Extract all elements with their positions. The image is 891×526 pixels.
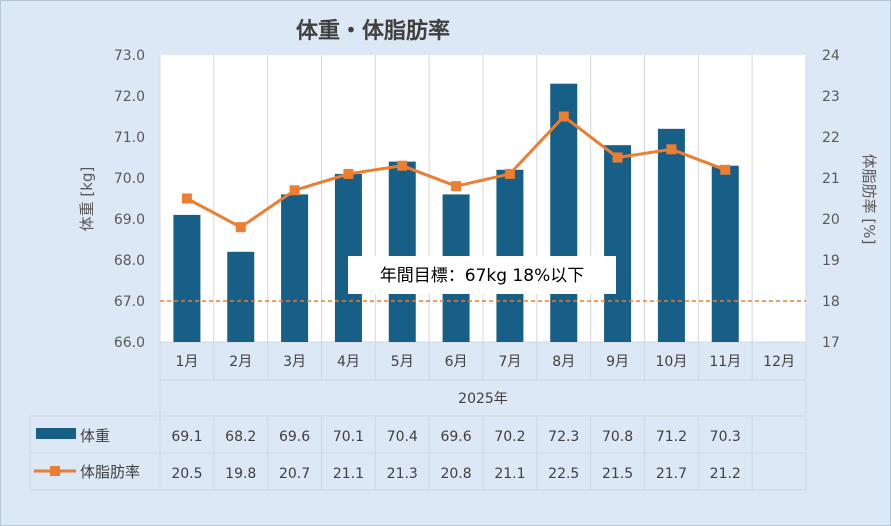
line-marker xyxy=(181,193,192,204)
y-tick-label: 71.0 xyxy=(114,130,145,146)
bar xyxy=(711,165,739,342)
y-tick-label: 67.0 xyxy=(114,294,145,310)
target-annotation-box xyxy=(348,256,616,294)
bar xyxy=(173,214,201,342)
table-value-weight: 70.1 xyxy=(333,429,364,445)
x-tick-label: 8月 xyxy=(552,354,575,370)
y-axis-title: 体重 [kg] xyxy=(78,167,96,232)
bar xyxy=(604,145,632,342)
x-tick-label: 11月 xyxy=(709,354,741,370)
line-marker xyxy=(397,160,408,171)
legend-key-bar xyxy=(36,428,76,439)
legend-label-bar: 体重 xyxy=(80,427,110,445)
y2-tick-label: 20 xyxy=(822,212,840,228)
table-value-fat: 20.7 xyxy=(279,466,310,482)
table-value-fat: 21.7 xyxy=(656,466,687,482)
y2-tick-label: 23 xyxy=(822,89,840,105)
x-tick-label: 7月 xyxy=(498,354,521,370)
table-value-weight: 68.2 xyxy=(225,429,256,445)
x-tick-label: 2月 xyxy=(229,354,252,370)
x-tick-label: 5月 xyxy=(391,354,414,370)
x-tick-label: 6月 xyxy=(445,354,468,370)
legend-label-line: 体脂肪率 xyxy=(80,463,140,481)
y2-tick-label: 21 xyxy=(822,171,840,187)
table-value-weight: 70.4 xyxy=(387,429,418,445)
table-value-weight: 70.2 xyxy=(494,429,525,445)
bar xyxy=(281,194,309,342)
y2-tick-label: 24 xyxy=(822,48,840,64)
line-marker xyxy=(451,181,462,192)
y-tick-label: 73.0 xyxy=(114,48,145,64)
table-value-weight: 69.6 xyxy=(440,429,471,445)
table-value-weight: 69.6 xyxy=(279,429,310,445)
chart-title: 体重・体脂肪率 xyxy=(296,18,450,44)
line-marker xyxy=(289,185,300,196)
table-value-fat: 21.1 xyxy=(494,466,525,482)
bar xyxy=(657,128,685,342)
x-group-label: 2025年 xyxy=(458,391,508,407)
target-annotation: 年間目標：67kg 18%以下 xyxy=(380,266,584,286)
y2-tick-label: 19 xyxy=(822,253,840,269)
line-marker xyxy=(235,222,246,233)
y2-tick-label: 22 xyxy=(822,130,840,146)
y-tick-label: 72.0 xyxy=(114,89,145,105)
line-marker xyxy=(612,152,623,163)
legend-key-marker xyxy=(50,466,60,476)
bar xyxy=(227,251,255,342)
y-tick-label: 68.0 xyxy=(114,253,145,269)
table-value-fat: 20.5 xyxy=(171,466,202,482)
x-tick-label: 1月 xyxy=(175,354,198,370)
table-value-weight: 72.3 xyxy=(548,429,579,445)
table-value-fat: 22.5 xyxy=(548,466,579,482)
y2-tick-label: 18 xyxy=(822,294,840,310)
line-marker xyxy=(558,111,569,122)
x-tick-label: 9月 xyxy=(606,354,629,370)
bar xyxy=(496,169,524,342)
x-tick-label: 3月 xyxy=(283,354,306,370)
table-value-fat: 21.5 xyxy=(602,466,633,482)
x-tick-label: 4月 xyxy=(337,354,360,370)
table-value-fat: 21.1 xyxy=(333,466,364,482)
x-tick-label: 12月 xyxy=(763,354,795,370)
table-value-fat: 21.3 xyxy=(387,466,418,482)
y-tick-label: 69.0 xyxy=(114,212,145,228)
x-tick-label: 10月 xyxy=(656,354,688,370)
line-marker xyxy=(720,164,731,175)
y2-axis-title: 体脂肪率 [%] xyxy=(860,154,878,245)
y-tick-label: 70.0 xyxy=(114,171,145,187)
table-value-weight: 71.2 xyxy=(656,429,687,445)
line-marker xyxy=(504,168,515,179)
table-value-fat: 21.2 xyxy=(710,466,741,482)
y-tick-label: 66.0 xyxy=(114,335,145,351)
line-marker xyxy=(343,168,354,179)
bar xyxy=(388,161,416,342)
table-value-weight: 69.1 xyxy=(171,429,202,445)
y2-tick-label: 17 xyxy=(822,335,840,351)
line-marker xyxy=(666,144,677,155)
table-value-weight: 70.8 xyxy=(602,429,633,445)
table-value-weight: 70.3 xyxy=(710,429,741,445)
table-value-fat: 20.8 xyxy=(440,466,471,482)
table-value-fat: 19.8 xyxy=(225,466,256,482)
